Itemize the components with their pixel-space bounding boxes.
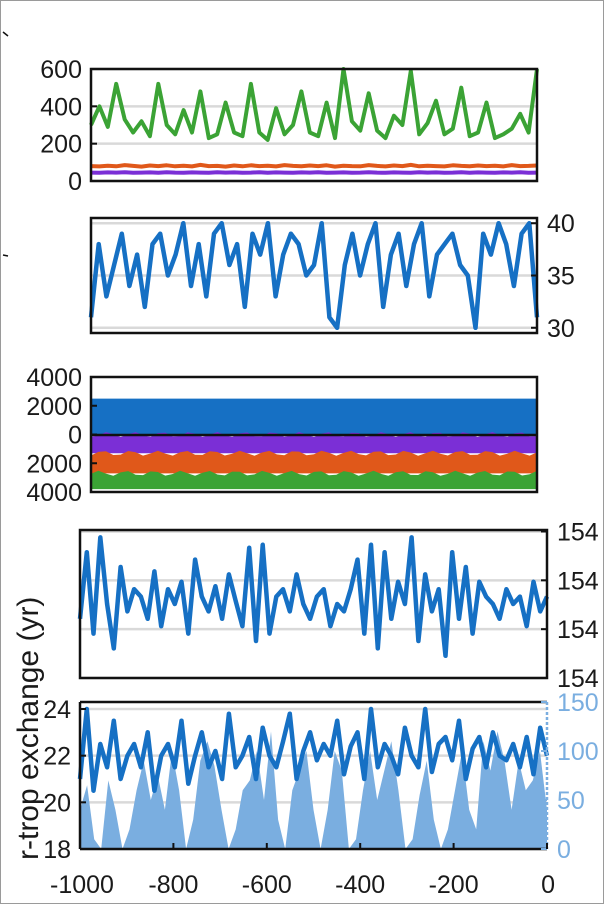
y-tick-label: 200: [40, 131, 82, 159]
area-band-3: [91, 450, 537, 474]
panel-4-axes-box: [78, 528, 549, 680]
y-tick-label: 24: [43, 696, 71, 724]
y-tick-label: 35: [547, 263, 575, 291]
area-band-4: [91, 470, 537, 490]
y-tick-label: 0: [68, 168, 82, 196]
left-edge-mark-2: [2, 254, 9, 257]
x-tick-label: -400: [335, 871, 385, 899]
y-tick-label-right: 100: [557, 738, 599, 766]
y-tick-label-right: 150: [557, 689, 599, 717]
x-tick-label: -600: [242, 871, 292, 899]
panel-3-area-bands: [91, 398, 537, 490]
area-band-2: [91, 432, 537, 454]
y-tick-label: 4000: [26, 479, 82, 507]
y-tick-label: 154: [557, 665, 599, 693]
y-tick-label: 20: [43, 789, 71, 817]
y-tick-label: 154: [557, 567, 599, 595]
panel-4-y-axis-label: r-trop exchange (yr): [12, 597, 45, 860]
panel-2-series-lines: [88, 220, 540, 331]
x-tick-label: 0: [541, 871, 555, 899]
x-tick-label: -200: [429, 871, 479, 899]
y-tick-label: 4000: [26, 364, 82, 392]
panel-5-dual-axis-series: 18 20 22 24 0 50 100 150 -1000 -800 -600 -400 -200…: [43, 689, 599, 899]
panel-4-y-ticks: 154 154 154 154: [541, 518, 599, 693]
left-edge-mark-1: [2, 31, 9, 37]
panel-5-y-ticks-right: 0 50 100 150: [541, 689, 599, 864]
panel-1-series-lines: [89, 67, 539, 175]
y-tick-label: 0: [68, 422, 82, 450]
y-tick-label: 2000: [26, 450, 82, 478]
panel-5-x-ticks: -1000 -800 -600 -400 -200 0: [50, 843, 555, 899]
series-line-1: [88, 220, 540, 331]
panel-2-right-axis-series: 30 35 40: [88, 210, 575, 343]
x-tick-label: -800: [148, 871, 198, 899]
y-tick-label: 154: [557, 518, 599, 546]
y-tick-label: 154: [557, 616, 599, 644]
y-tick-label: 40: [547, 210, 575, 238]
panel-2-gridlines: [91, 221, 537, 330]
area-band-1: [91, 398, 537, 435]
panel-5-y-ticks-left: 18 20 22 24: [43, 696, 86, 864]
y-tick-label: 600: [40, 56, 82, 84]
y-tick-label: 400: [40, 93, 82, 121]
y-tick-label-right: 0: [557, 836, 571, 864]
panel-4-exchange-series: 154 154 154 154: [77, 518, 599, 693]
panel-1-y-ticks: 0 200 400 600: [40, 56, 97, 196]
y-tick-label-right: 50: [557, 787, 585, 815]
series-line-1: [77, 535, 550, 659]
panel-5-area-series: [80, 731, 547, 849]
panel-4-series-lines: [77, 535, 550, 659]
y-tick-label: 30: [547, 315, 575, 343]
y-tick-label: 2000: [26, 393, 82, 421]
panel-5-series-lines: [77, 706, 550, 793]
series-line-1: [89, 67, 539, 142]
y-tick-label: 18: [43, 836, 71, 864]
series-line-2: [90, 162, 538, 169]
series-line-3: [90, 170, 538, 175]
x-tick-label: -1000: [50, 871, 114, 899]
area-series-fill: [80, 731, 547, 849]
y-tick-label: 22: [43, 743, 71, 771]
series-line-1: [77, 706, 550, 793]
panel-1-upper-series: 0 200 400 600: [40, 56, 539, 196]
panel-1-axes-box: [89, 67, 539, 183]
panel-2-y-ticks: 30 35 40: [531, 210, 575, 343]
